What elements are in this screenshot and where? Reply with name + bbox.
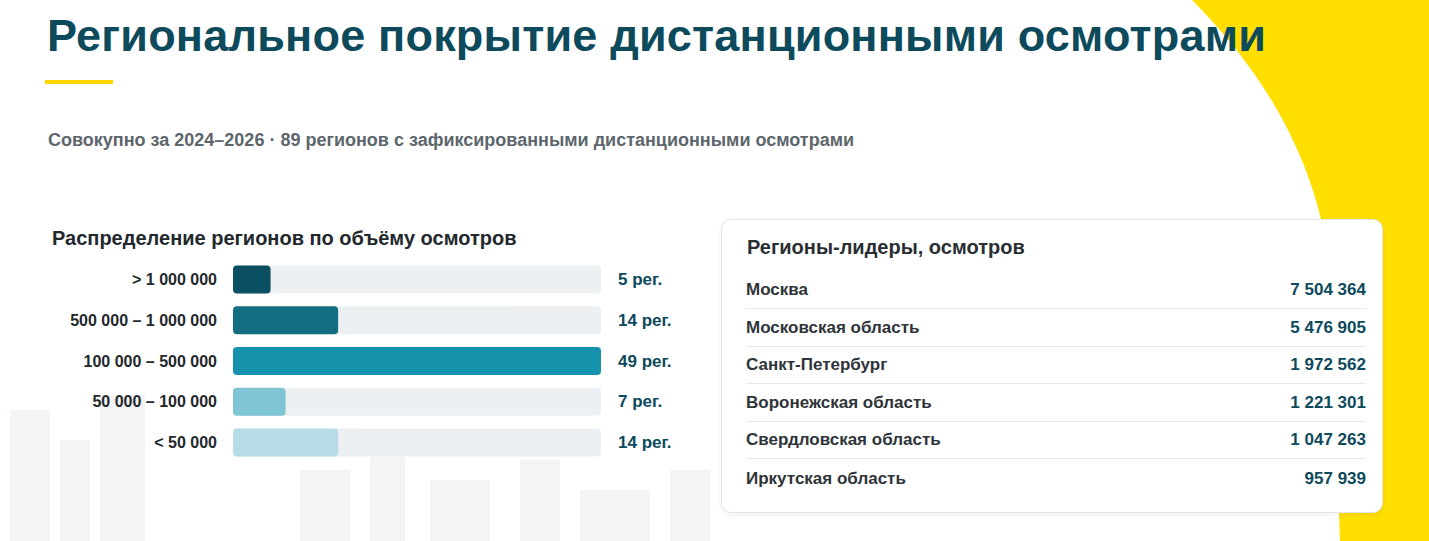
html-text:7 504 364: 7 504 364 xyxy=(1290,280,1366,299)
svg-text:14 рег.: 14 рег. xyxy=(618,311,672,330)
svg-text:500 000 – 1 000 000: 500 000 – 1 000 000 xyxy=(70,312,217,329)
html-text:Москва: Москва xyxy=(746,280,808,299)
html-text:Совокупно за 2024–2026 · 89 ре: Совокупно за 2024–2026 · 89 регионов с з… xyxy=(48,130,855,150)
html-text:Воронежская область: Воронежская область xyxy=(746,392,932,412)
html-text:Московская область: Московская область xyxy=(746,317,920,337)
svg-text:50 000 – 100 000: 50 000 – 100 000 xyxy=(92,393,217,410)
svg-text:49 рег.: 49 рег. xyxy=(618,352,672,371)
svg-text:7 рег.: 7 рег. xyxy=(618,392,662,411)
html-text:5 476 905: 5 476 905 xyxy=(1290,317,1366,337)
html-text:Иркутская область: Иркутская область xyxy=(746,468,906,488)
html-text:Региональное покрытие дистанци: Региональное покрытие дистанционными осм… xyxy=(47,10,1267,61)
html-text:1 972 562: 1 972 562 xyxy=(1290,355,1366,375)
svg-text:< 50 000: < 50 000 xyxy=(154,434,217,451)
svg-text:Распределение регионов по объё: Распределение регионов по объёму осмотро… xyxy=(52,227,516,249)
html-text:957 939: 957 939 xyxy=(1304,468,1366,488)
html-text:Санкт-Петербург: Санкт-Петербург xyxy=(746,355,888,375)
html-text:Регионы-лидеры, осмотров: Регионы-лидеры, осмотров xyxy=(747,236,1025,258)
svg-text:5 рег.: 5 рег. xyxy=(618,270,662,289)
html-text:1 047 263: 1 047 263 xyxy=(1290,430,1366,450)
svg-text:100 000 – 500 000: 100 000 – 500 000 xyxy=(84,353,218,370)
svg-text:14 рег.: 14 рег. xyxy=(618,433,672,452)
html-text:Свердловская область: Свердловская область xyxy=(746,430,941,450)
html-text:1 221 301: 1 221 301 xyxy=(1290,392,1366,412)
svg-text:> 1 000 000: > 1 000 000 xyxy=(132,271,217,288)
